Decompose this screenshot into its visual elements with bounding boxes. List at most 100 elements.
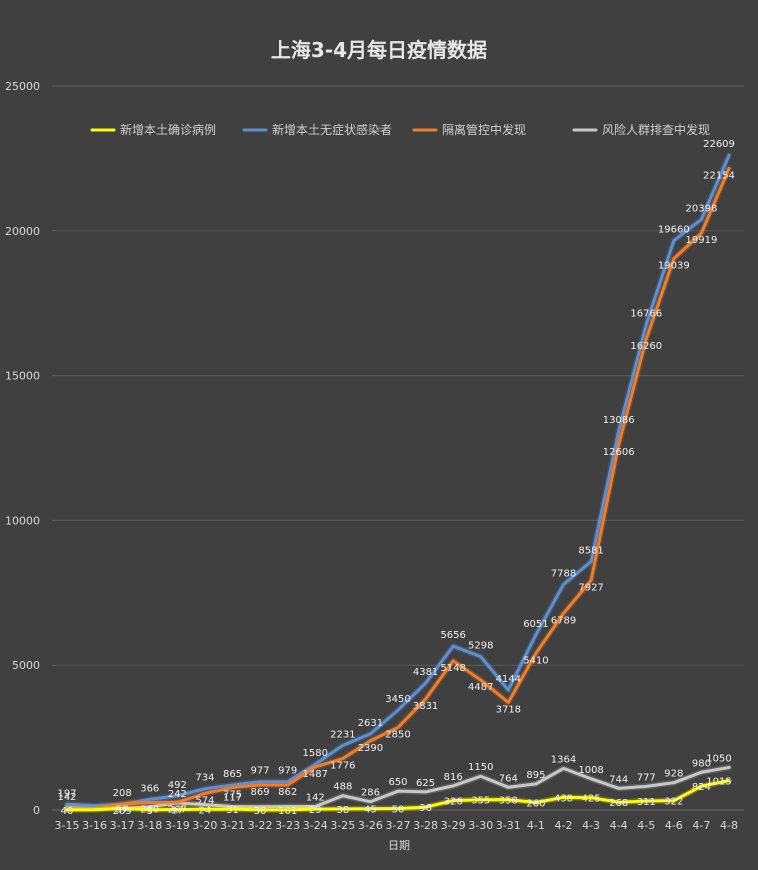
x-tick-label: 3-17 xyxy=(110,819,135,832)
x-tick-label: 3-26 xyxy=(358,819,383,832)
data-point xyxy=(700,784,703,788)
data-label: 1050 xyxy=(706,753,731,764)
data-point xyxy=(562,766,565,770)
y-tick-label: 15000 xyxy=(5,370,40,383)
data-point xyxy=(451,799,455,802)
x-tick-label: 3-18 xyxy=(137,819,162,832)
data-label: 19660 xyxy=(658,225,690,236)
x-tick-label: 4-1 xyxy=(527,819,545,832)
data-point xyxy=(451,784,455,788)
data-label: 869 xyxy=(251,787,270,798)
data-label: 650 xyxy=(388,777,407,788)
data-label: 1015 xyxy=(706,777,731,788)
data-point xyxy=(644,799,648,803)
legend-label: 风险人群排查中发现 xyxy=(602,122,710,137)
data-label: 13086 xyxy=(603,415,635,426)
data-point xyxy=(534,801,538,804)
data-label: 816 xyxy=(444,772,463,783)
data-point xyxy=(424,805,427,809)
data-label: 574 xyxy=(195,795,214,806)
data-point xyxy=(341,794,345,798)
data-point xyxy=(258,805,262,809)
data-point xyxy=(148,805,152,809)
data-point xyxy=(727,779,731,783)
data-label: 242 xyxy=(168,789,187,800)
data-point xyxy=(534,651,538,655)
x-tick-label: 4-7 xyxy=(692,819,710,832)
data-point xyxy=(65,802,69,806)
data-point xyxy=(369,800,372,804)
y-tick-label: 20000 xyxy=(5,225,40,238)
data-label: 50 xyxy=(392,805,405,816)
data-point xyxy=(286,783,290,787)
data-label: 5656 xyxy=(440,630,465,641)
data-point xyxy=(148,798,152,801)
x-tick-label: 3-22 xyxy=(248,819,273,832)
data-point xyxy=(120,806,124,810)
x-tick-label: 3-16 xyxy=(82,819,107,832)
data-point xyxy=(727,766,731,769)
data-label: 734 xyxy=(195,773,214,784)
data-point xyxy=(231,786,234,789)
data-label: 438 xyxy=(554,793,573,804)
data-label: 311 xyxy=(637,797,656,808)
data-point xyxy=(672,781,676,785)
data-point xyxy=(93,804,96,808)
legend: 新增本土确诊病例 新增本土无症状感染者 隔离管控中发现 风险人群排查中发现 xyxy=(90,122,710,137)
data-label: 209 xyxy=(113,806,132,817)
data-point xyxy=(341,807,345,811)
data-label: 5298 xyxy=(468,641,493,652)
data-label: 488 xyxy=(333,782,352,793)
data-label: 425 xyxy=(582,794,601,805)
series-layer xyxy=(64,152,732,813)
data-point xyxy=(396,726,400,729)
data-label: 7788 xyxy=(551,568,576,579)
data-label: 57 xyxy=(116,804,129,815)
data-label: 977 xyxy=(251,766,270,777)
data-point xyxy=(231,783,234,787)
legend-label: 新增本土确诊病例 xyxy=(120,122,216,137)
data-label: 29 xyxy=(309,805,322,816)
data-label: 2390 xyxy=(358,743,383,754)
data-label: 260 xyxy=(140,804,159,815)
x-tick-label: 3-30 xyxy=(468,819,493,832)
data-label: 19039 xyxy=(658,261,690,272)
data-point xyxy=(175,808,179,811)
data-point xyxy=(506,688,510,692)
x-tick-label: 3-31 xyxy=(496,819,521,832)
data-label: 895 xyxy=(526,770,545,781)
data-label: 30 xyxy=(254,806,267,817)
data-label: 4487 xyxy=(468,682,493,693)
data-point xyxy=(672,239,676,243)
data-point xyxy=(479,678,483,682)
data-label: 979 xyxy=(278,766,297,777)
data-label: 5148 xyxy=(440,663,465,674)
data-label: 1580 xyxy=(303,748,328,759)
data-point xyxy=(203,803,207,807)
data-label: 3831 xyxy=(413,701,438,712)
data-label: 775 xyxy=(223,790,242,801)
data-label: 31 xyxy=(226,805,239,816)
grid-layer xyxy=(52,85,744,811)
data-label: 1150 xyxy=(468,762,493,773)
data-point xyxy=(369,739,372,743)
data-label: 45 xyxy=(364,805,377,816)
data-point xyxy=(369,732,372,736)
x-tick-label: 3-25 xyxy=(330,819,355,832)
data-point xyxy=(727,167,731,170)
data-point xyxy=(534,782,538,786)
data-label: 286 xyxy=(361,788,380,799)
data-point xyxy=(286,780,290,784)
data-point xyxy=(313,765,317,769)
data-labels: 40 57 5 17 24 31 30 101 29 38 45 50 96 326 355 358 260 43… xyxy=(57,139,734,817)
y-tick-label: 10000 xyxy=(5,514,40,527)
data-point xyxy=(313,762,317,766)
data-label: 40 xyxy=(61,806,74,817)
x-tick-label: 4-3 xyxy=(582,819,600,832)
y-axis-ticks: 0 5000 10000 15000 20000 25000 xyxy=(5,80,40,817)
data-label: 260 xyxy=(526,798,545,809)
data-point xyxy=(534,633,538,637)
data-label: 267 xyxy=(168,804,187,815)
y-tick-label: 25000 xyxy=(5,80,40,93)
x-tick-label: 4-2 xyxy=(555,819,573,832)
